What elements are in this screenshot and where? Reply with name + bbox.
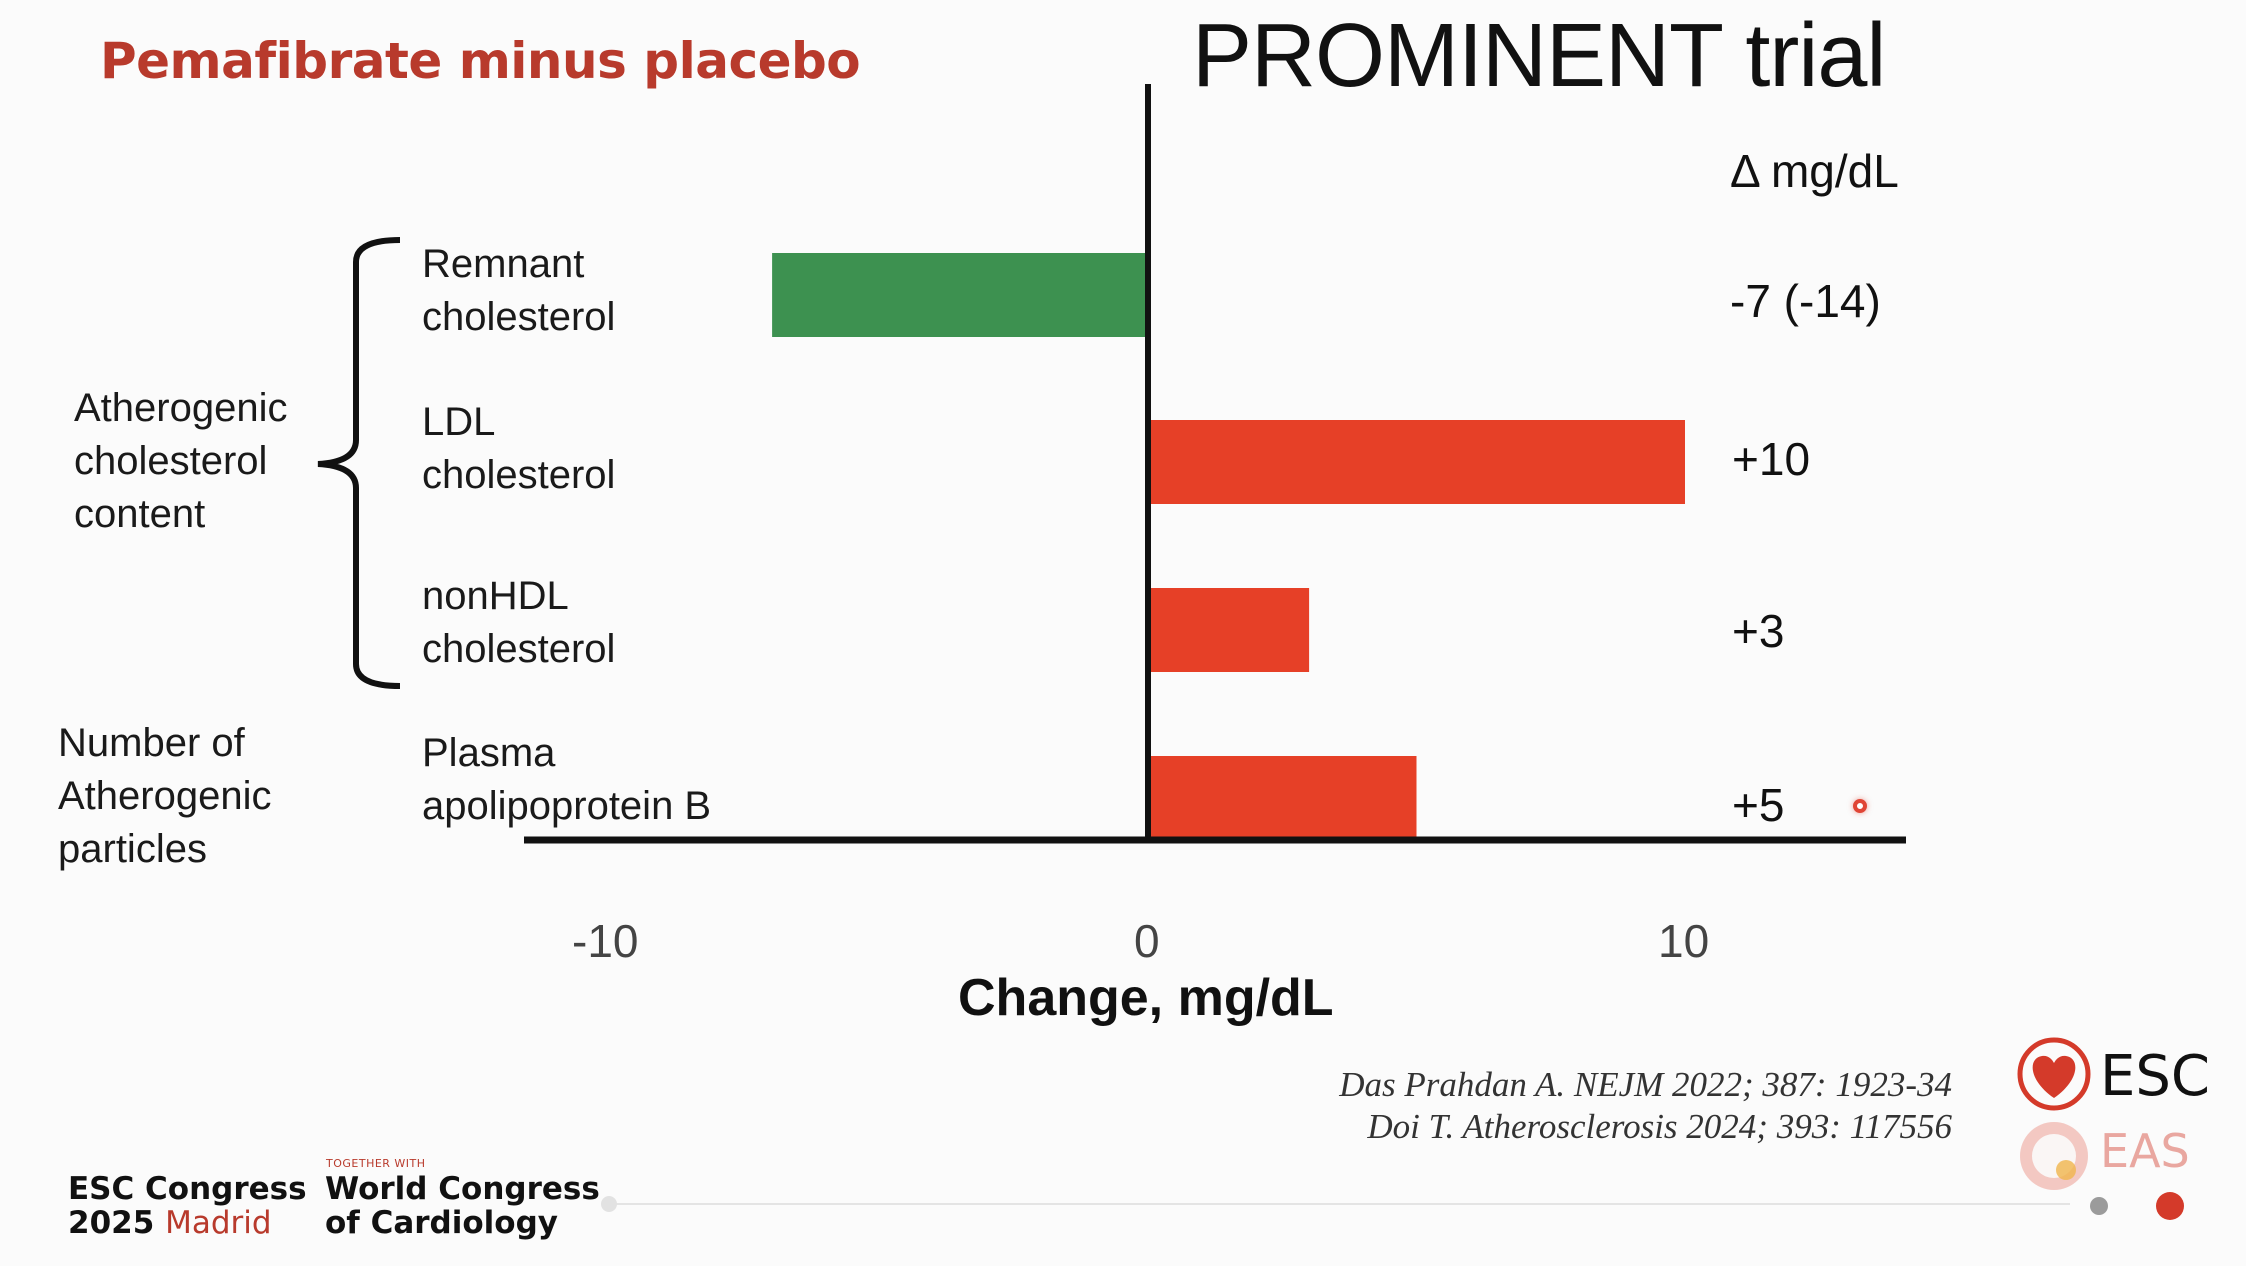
value-label-remnant: -7 (-14) [1730, 275, 1881, 327]
congress-year: 2025 [68, 1205, 155, 1241]
slide-progress-track[interactable] [610, 1203, 2070, 1205]
bar-1 [1148, 420, 1685, 504]
group-label-atherogenic-particles: Number of Atherogenic particles [58, 721, 272, 871]
bar-2 [1148, 588, 1310, 672]
nav-dot-active-icon[interactable] [2156, 1192, 2184, 1220]
together-with-label: TOGETHER WITH [326, 1157, 426, 1170]
citations: Das Prahdan A. NEJM 2022; 387: 1923-34 D… [1339, 1064, 1952, 1148]
slide-subtitle: Pemafibrate minus placebo [100, 32, 861, 90]
x-tick-label: 10 [1658, 915, 1710, 967]
value-label-ldl: +10 [1732, 433, 1811, 485]
group-brace [317, 237, 401, 689]
slide-title: PROMINENT trial [1192, 6, 1886, 106]
laser-pointer-dot [1853, 799, 1867, 813]
slide-progress-handle[interactable] [601, 1196, 617, 1212]
bar-3 [1148, 756, 1417, 840]
citation-2: Doi T. Atherosclerosis 2024; 393: 117556 [1367, 1107, 1952, 1146]
congress-name: ESC Congress [68, 1171, 307, 1207]
x-tick-label: -10 [572, 915, 639, 967]
category-label-ldl: LDL cholesterol [422, 400, 616, 497]
eas-logo-text: EAS [2100, 1124, 2190, 1178]
category-label-apob: Plasma apolipoprotein B [422, 731, 712, 828]
nav-dot-icon[interactable] [2090, 1197, 2108, 1215]
group-label-atherogenic-cholesterol: Atherogenic cholesterol content [74, 386, 288, 536]
bars-layer [772, 253, 1685, 840]
x-axis-label: Change, mg/dL [958, 969, 1334, 1027]
category-label-nonhdl: nonHDL cholesterol [422, 574, 616, 671]
bar-chart [317, 84, 1906, 844]
congress-city: Madrid [165, 1205, 272, 1241]
esc-congress-logo: ESC Congress 2025 Madrid [68, 1172, 307, 1240]
esc-logo-text: ESC [2100, 1044, 2211, 1109]
value-unit-label: Δ mg/dL [1730, 145, 1899, 197]
wcc-line-1: World Congress [325, 1171, 600, 1207]
citation-1: Das Prahdan A. NEJM 2022; 387: 1923-34 [1339, 1065, 1952, 1104]
world-congress-logo: World Congress of Cardiology [325, 1172, 600, 1240]
esc-heart-icon [2017, 1037, 2091, 1111]
x-tick-label: 0 [1134, 915, 1160, 967]
value-label-apob: +5 [1732, 779, 1785, 831]
wcc-line-2: of Cardiology [325, 1205, 558, 1241]
value-label-nonhdl: +3 [1732, 605, 1785, 657]
eas-logo-icon [2020, 1122, 2088, 1190]
category-label-remnant: Remnant cholesterol [422, 242, 616, 339]
bar-0 [772, 253, 1148, 337]
